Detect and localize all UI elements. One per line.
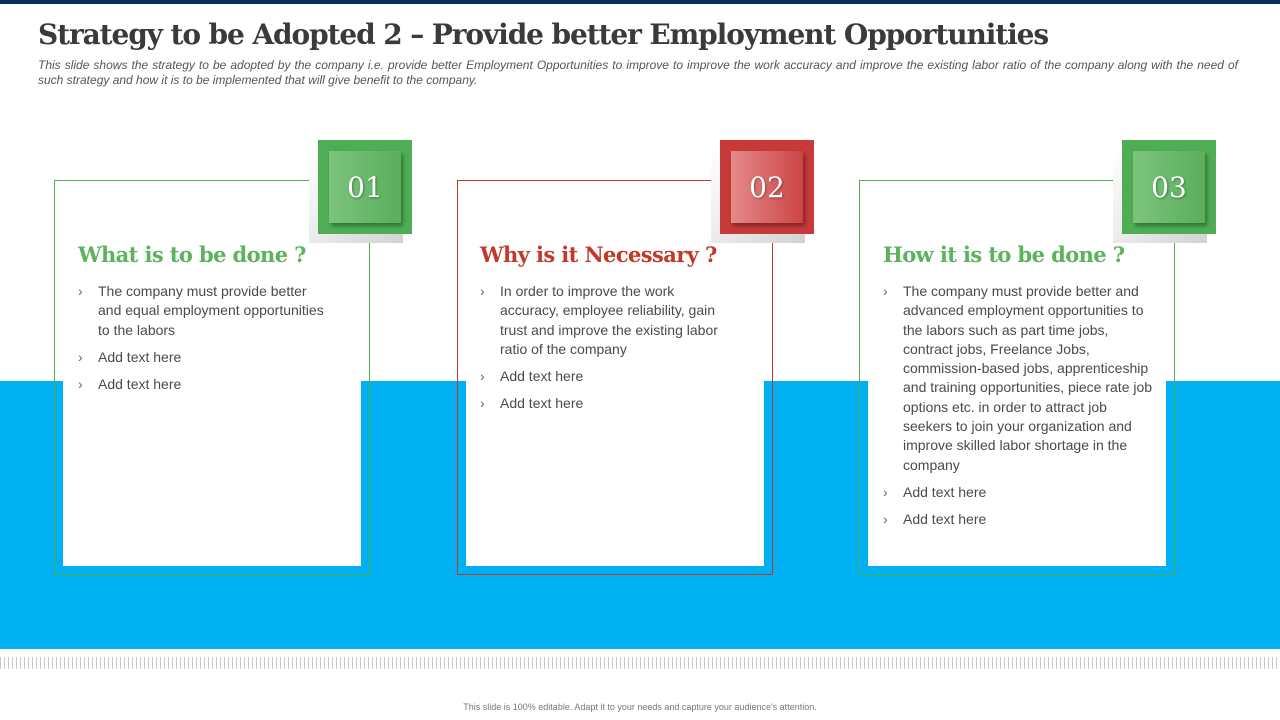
footer-note: This slide is 100% editable. Adapt it to…: [463, 702, 817, 712]
list-item: › Add text here: [480, 367, 736, 386]
number-badge-01: 01: [318, 140, 412, 234]
chevron-right-icon: ›: [480, 395, 485, 412]
badge-number: 02: [731, 151, 803, 223]
number-badge-02: 02: [720, 140, 814, 234]
slide-title: Strategy to be Adopted 2 – Provide bette…: [38, 18, 1049, 51]
chevron-right-icon: ›: [883, 511, 888, 528]
chevron-right-icon: ›: [480, 283, 485, 299]
chevron-right-icon: ›: [78, 376, 83, 393]
chevron-right-icon: ›: [78, 283, 83, 299]
list-item: › The company must provide better and equ…: [78, 283, 324, 338]
card-heading-why: Why is it Necessary ?: [480, 242, 717, 267]
chevron-right-icon: ›: [883, 283, 888, 299]
top-accent-bar: [0, 0, 1280, 4]
card-how: [859, 180, 1175, 575]
card-why: [457, 180, 773, 575]
list-item: › Add text here: [883, 483, 1153, 502]
bullet-list-what: › The company must provide better and equ…: [78, 282, 328, 402]
striped-divider: [0, 657, 1280, 669]
card-what: [54, 180, 370, 575]
list-item: › Add text here: [883, 510, 1153, 529]
card-panel: [466, 181, 764, 566]
chevron-right-icon: ›: [480, 368, 485, 385]
badge-number: 03: [1133, 151, 1205, 223]
chevron-right-icon: ›: [78, 348, 83, 365]
list-item: › Add text here: [78, 375, 328, 394]
list-item: › The company must provide better and adv…: [883, 283, 1153, 473]
card-panel: [868, 181, 1166, 566]
list-item: › In order to improve the work accuracy, …: [480, 283, 718, 357]
list-item: › Add text here: [78, 348, 328, 367]
card-heading-how: How it is to be done ?: [883, 242, 1125, 267]
bullet-list-why: › In order to improve the work accuracy, …: [480, 282, 736, 422]
card-heading-what: What is to be done ?: [78, 242, 306, 267]
badge-number: 01: [329, 151, 401, 223]
list-item: › Add text here: [480, 394, 736, 413]
slide-subtitle: This slide shows the strategy to be adop…: [38, 58, 1238, 87]
bullet-list-how: › The company must provide better and adv…: [883, 282, 1153, 538]
card-panel: [63, 181, 361, 566]
chevron-right-icon: ›: [883, 483, 888, 500]
number-badge-03: 03: [1122, 140, 1216, 234]
